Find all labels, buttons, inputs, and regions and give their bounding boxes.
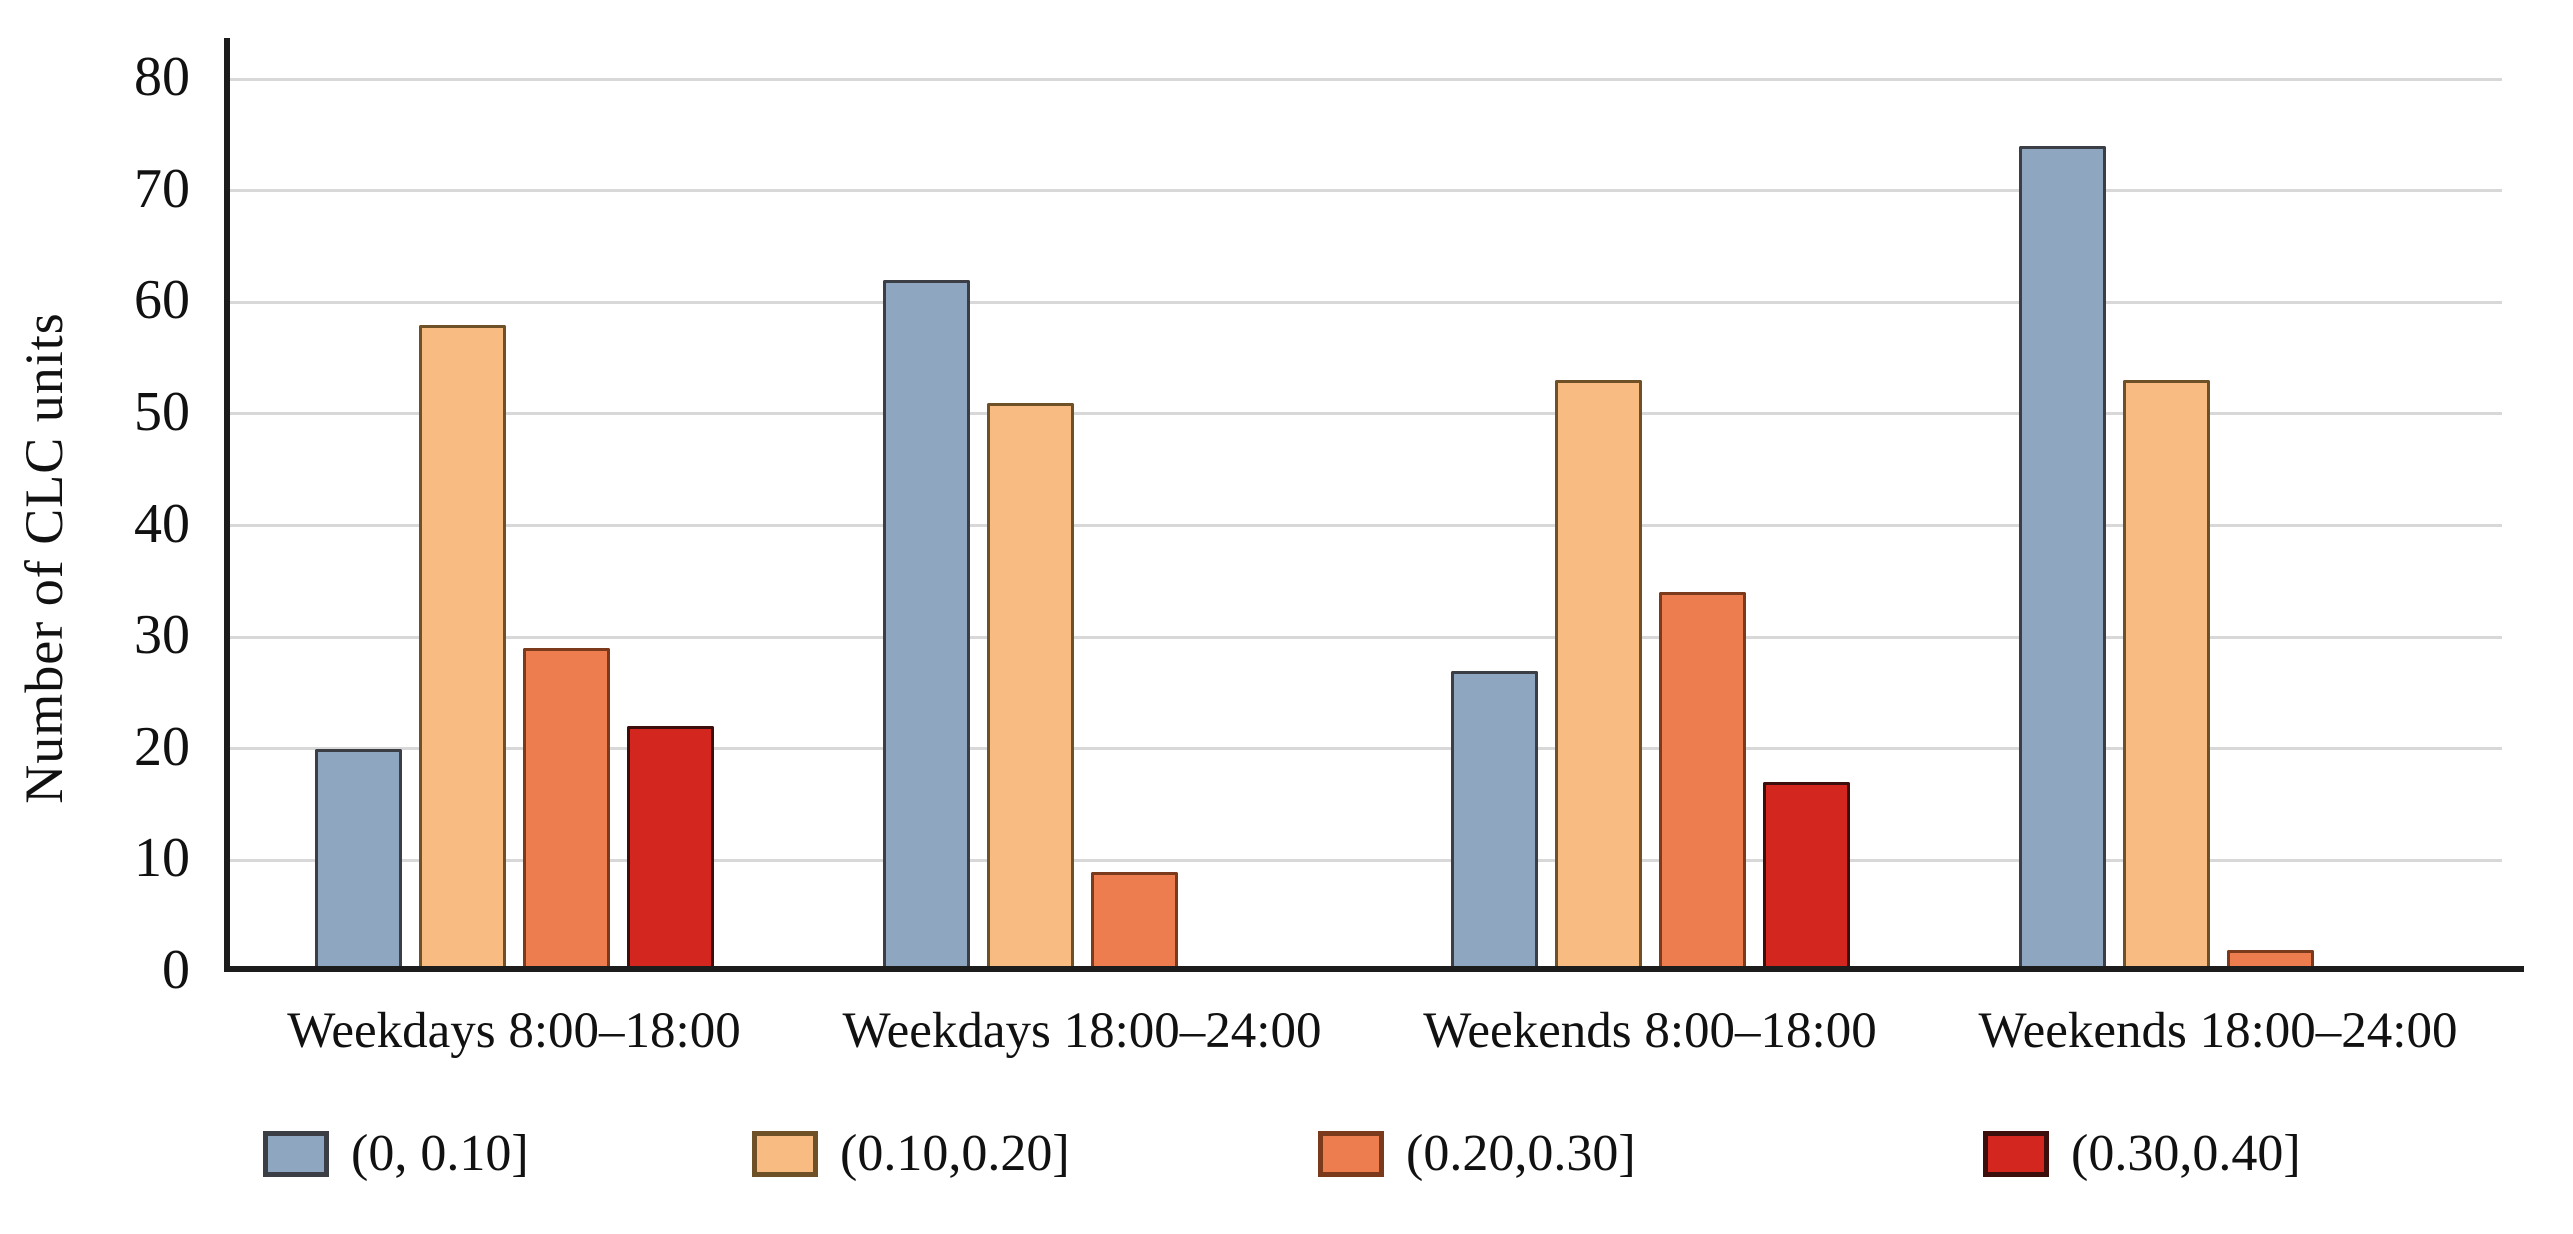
bar (1090, 871, 1178, 972)
gridline (230, 412, 2502, 416)
gridline (230, 300, 2502, 304)
gridline (230, 77, 2502, 81)
bar (2122, 380, 2210, 972)
category-label: Weekdays 18:00–24:00 (842, 1003, 1322, 1059)
x-axis-labels: Weekdays 8:00–18:00 Weekdays 18:00–24:00 W… (230, 1002, 2502, 1060)
bar (1450, 670, 1538, 972)
gridline (230, 858, 2502, 862)
bar-slot (2122, 79, 2210, 972)
bar (314, 748, 402, 972)
category-label: Weekends 8:00–18:00 (1423, 1003, 1877, 1059)
legend-label: (0.20,0.30] (1406, 1125, 1636, 1182)
bar-slot (418, 79, 506, 972)
bar-slot (1658, 79, 1746, 972)
bar (626, 726, 714, 972)
gridline (230, 747, 2502, 751)
bar-slot (2018, 79, 2106, 972)
bar-slot (626, 79, 714, 972)
y-tick-label: 50 (134, 380, 190, 443)
bar-slot (314, 79, 402, 972)
legend-item: (0.20,0.30] (1318, 1124, 1636, 1183)
legend-label: (0, 0.10] (351, 1125, 529, 1182)
y-tick-label: 30 (134, 603, 190, 666)
bar-group (1934, 79, 2502, 972)
y-tick-label: 40 (134, 492, 190, 555)
legend-item: (0.10,0.20] (752, 1124, 1070, 1183)
bar-slot (986, 79, 1074, 972)
gridline (230, 635, 2502, 639)
y-tick-label: 80 (134, 45, 190, 108)
bar (522, 648, 610, 972)
legend-item: (0, 0.10] (263, 1124, 529, 1183)
bar (2018, 145, 2106, 972)
legend-item: (0.30,0.40] (1983, 1124, 2301, 1183)
y-tick-label: 20 (134, 715, 190, 778)
legend-label: (0.10,0.20] (840, 1125, 1070, 1182)
y-tick-label: 0 (162, 938, 190, 1001)
bar-slot (1762, 79, 1850, 972)
bar (418, 324, 506, 972)
y-axis-line (224, 38, 230, 971)
bar-slot (522, 79, 610, 972)
y-tick-label: 70 (134, 157, 190, 220)
legend-swatch (1318, 1130, 1384, 1177)
y-tick-label: 10 (134, 827, 190, 890)
category-label: Weekdays 8:00–18:00 (287, 1003, 741, 1059)
legend-label: (0.30,0.40] (2071, 1125, 2301, 1182)
bar (1554, 380, 1642, 972)
bar-slot (1090, 79, 1178, 972)
category-label: Weekends 18:00–24:00 (1978, 1003, 2458, 1059)
bar-slot (882, 79, 970, 972)
gridline (230, 189, 2502, 193)
gridline (230, 524, 2502, 527)
bar (1762, 782, 1850, 972)
bar (986, 402, 1074, 972)
legend-swatch (1983, 1130, 2049, 1177)
bar (882, 279, 970, 972)
bar-slot (1554, 79, 1642, 972)
x-axis-line (224, 966, 2524, 972)
y-tick-label: 60 (134, 269, 190, 332)
bar-groups (230, 79, 2502, 972)
legend-swatch (752, 1130, 818, 1177)
bar-group (1366, 79, 1934, 972)
plot-area (230, 77, 2502, 972)
bar-group (230, 79, 798, 972)
bar (1658, 592, 1746, 972)
legend-swatch (263, 1130, 329, 1177)
bar-slot (1450, 79, 1538, 972)
bar-group (798, 79, 1366, 972)
